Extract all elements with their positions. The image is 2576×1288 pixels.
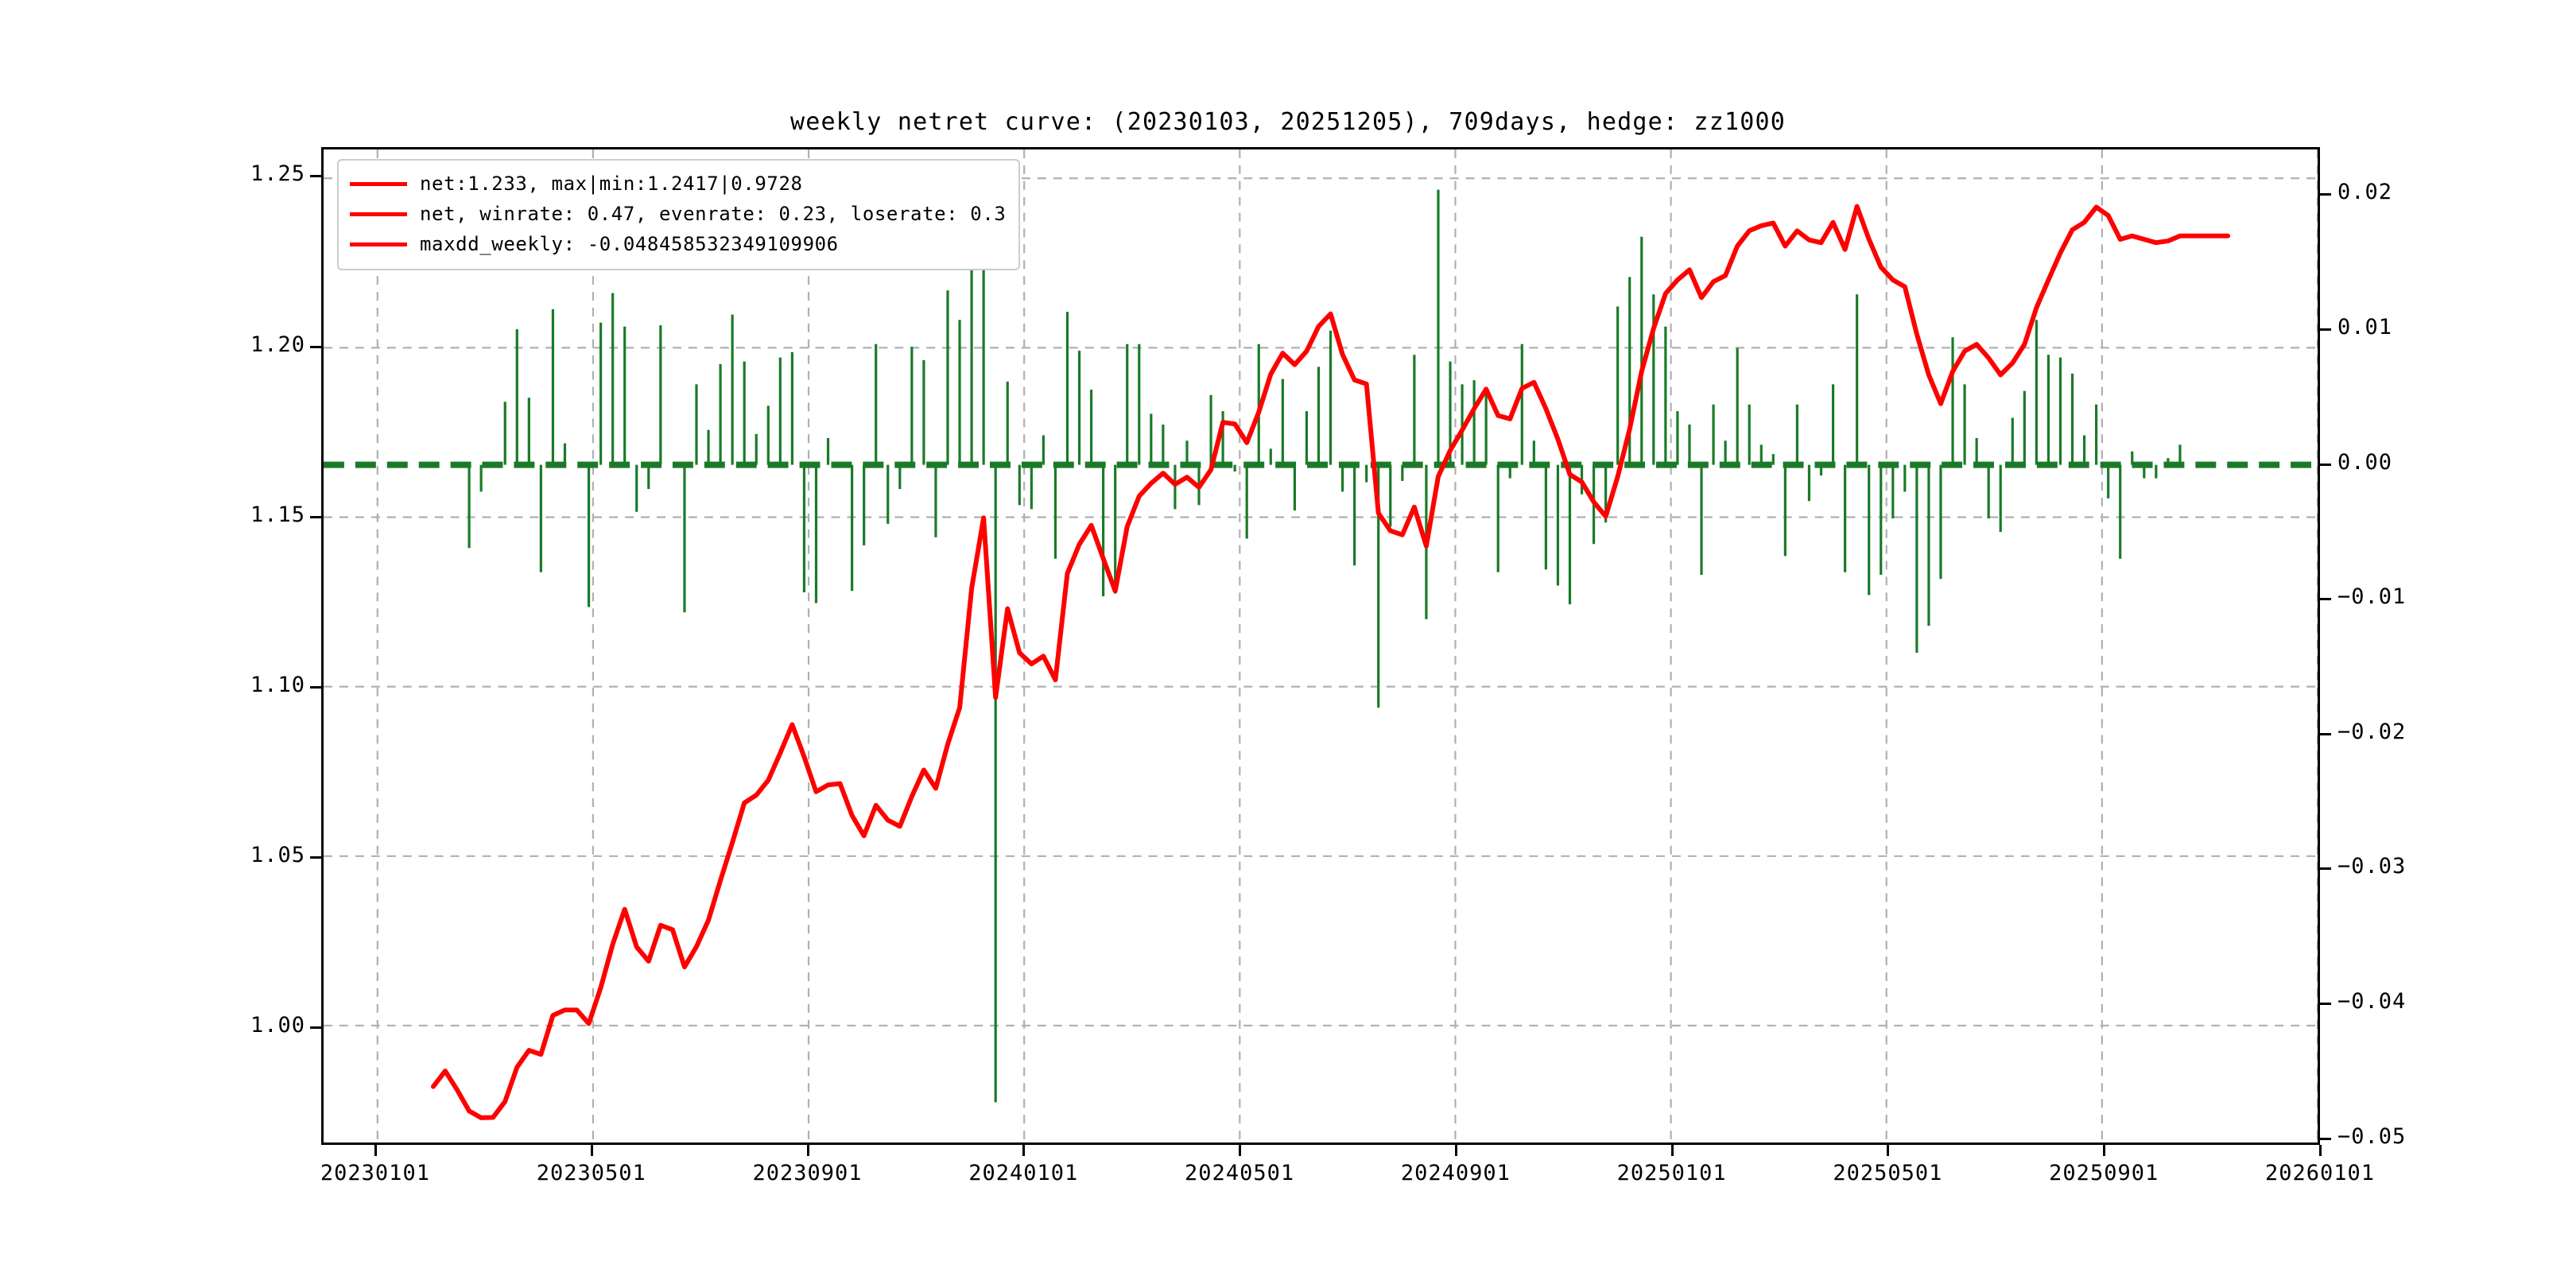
y-axis-right-tick-label: −0.02 (2337, 719, 2407, 744)
legend-item: maxdd_weekly: -0.048458532349109906 (350, 229, 1006, 259)
x-axis-tick-label: 20260101 (2264, 1161, 2376, 1185)
net-curve-line (430, 204, 2231, 1120)
y-axis-right-tickmark (2320, 1002, 2331, 1005)
line-swatch-icon (350, 181, 407, 186)
y-axis-right-tickmark (2320, 732, 2331, 735)
x-axis-tickmark (1887, 1145, 1890, 1156)
x-axis-tick-label: 20250101 (1616, 1161, 1727, 1185)
y-axis-left-tickmark (310, 175, 321, 178)
y-axis-right-tick-label: 0.00 (2337, 449, 2393, 475)
legend-item-label: net:1.233, max|min:1.2417|0.9728 (420, 173, 803, 195)
x-axis-tickmark (2319, 1145, 2322, 1156)
x-axis-tick-label: 20250901 (2049, 1161, 2159, 1185)
y-axis-left-tick-label: 1.05 (250, 843, 305, 868)
legend-item-label: net, winrate: 0.47, evenrate: 0.23, lose… (420, 203, 1007, 225)
x-axis-tickmark (1454, 1145, 1457, 1156)
x-axis-tickmark (806, 1145, 809, 1156)
y-axis-left-tick-label: 1.15 (250, 502, 305, 527)
y-axis-left-tick-label: 1.00 (250, 1013, 305, 1038)
x-axis-tickmark (1670, 1145, 1674, 1156)
y-axis-left-tickmark (310, 1026, 321, 1030)
y-axis-left-tickmark (310, 345, 321, 348)
x-axis-tickmark (2103, 1145, 2106, 1156)
y-axis-right-tickmark (2320, 598, 2331, 601)
y-axis-left-tickmark (310, 856, 321, 859)
y-axis-left-tick-label: 1.25 (250, 161, 305, 187)
x-axis-tickmark (374, 1145, 377, 1156)
y-axis-right-tickmark (2320, 193, 2331, 196)
y-axis-right-tickmark (2320, 463, 2331, 466)
y-axis-right-tick-label: −0.01 (2337, 584, 2407, 610)
x-axis-tickmark (1022, 1145, 1026, 1156)
y-axis-left-tickmark (310, 515, 321, 518)
line-swatch-icon (350, 211, 407, 216)
y-axis-right-tickmark (2320, 328, 2331, 331)
x-axis-tickmark (1239, 1145, 1242, 1156)
x-axis-tick-label: 20250501 (1833, 1161, 1943, 1185)
legend-item: net, winrate: 0.47, evenrate: 0.23, lose… (350, 199, 1006, 229)
y-axis-right-tickmark (2320, 1137, 2331, 1140)
line-swatch-icon (350, 242, 407, 246)
weekly-return-bars (467, 185, 2182, 1103)
y-axis-right-tick-label: 0.02 (2337, 180, 2393, 205)
y-axis-right-tick-label: −0.04 (2337, 988, 2407, 1014)
x-axis-tickmark (590, 1145, 593, 1156)
y-axis-right-tickmark (2320, 867, 2331, 871)
x-axis-tick-label: 20230901 (752, 1161, 863, 1185)
chart-legend: net:1.233, max|min:1.2417|0.9728 net, wi… (337, 159, 1021, 270)
x-axis-tick-label: 20240901 (1400, 1161, 1511, 1185)
y-axis-right-tick-label: −0.05 (2337, 1123, 2407, 1149)
y-axis-right-tick-label: 0.01 (2337, 314, 2393, 339)
y-axis-left-tick-label: 1.10 (250, 672, 305, 697)
legend-item-label: maxdd_weekly: -0.048458532349109906 (420, 233, 839, 255)
y-axis-left-tickmark (310, 685, 321, 689)
y-axis-right-tick-label: −0.03 (2337, 854, 2407, 879)
x-axis-tick-label: 20230101 (320, 1161, 430, 1185)
x-axis-tick-label: 20240101 (968, 1161, 1079, 1185)
x-axis-tick-label: 20240501 (1185, 1161, 1295, 1185)
chart-title: weekly netret curve: (20230103, 20251205… (790, 108, 1786, 136)
gridlines (324, 149, 2318, 1143)
x-axis-tick-label: 20230501 (536, 1161, 646, 1185)
plot-area (321, 147, 2320, 1145)
legend-item: net:1.233, max|min:1.2417|0.9728 (350, 169, 1006, 199)
y-axis-left-tick-label: 1.20 (250, 332, 305, 357)
plot-canvas (324, 149, 2318, 1143)
